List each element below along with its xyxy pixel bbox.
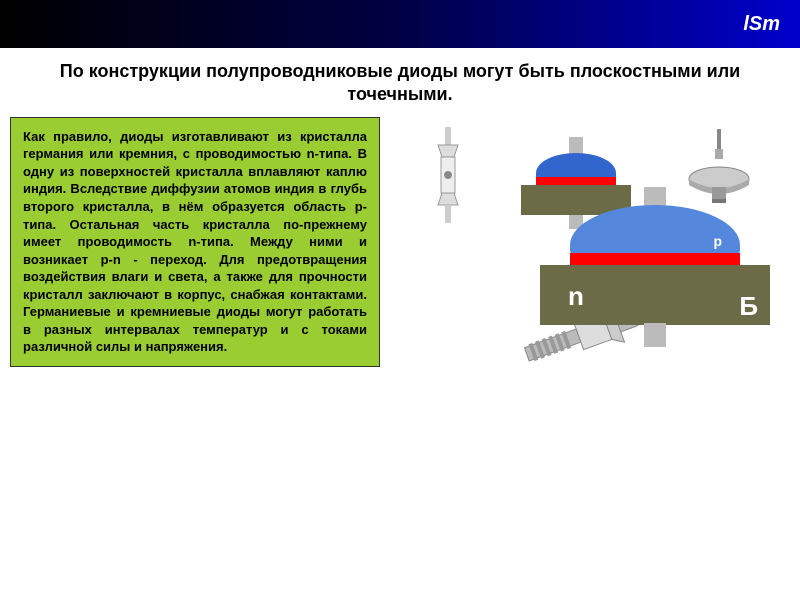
figures-area: p n Б (392, 117, 790, 367)
planar-diode-large-diagram: p n Б (540, 187, 770, 347)
glass-diode-icon (428, 127, 468, 227)
base-label: Б (739, 291, 758, 322)
content-area: Как правило, диоды изготавливают из крис… (0, 117, 800, 367)
diode-bottom-lead (644, 323, 666, 347)
logo: lSm (743, 13, 780, 36)
diode-junction (570, 253, 740, 265)
n-label: n (568, 281, 584, 312)
slide-title: По конструкции полупроводниковые диоды м… (0, 48, 800, 117)
description-text: Как правило, диоды изготавливают из крис… (23, 128, 367, 356)
header-bar: lSm (0, 0, 800, 48)
description-box: Как правило, диоды изготавливают из крис… (10, 117, 380, 367)
p-label: p (713, 233, 722, 249)
